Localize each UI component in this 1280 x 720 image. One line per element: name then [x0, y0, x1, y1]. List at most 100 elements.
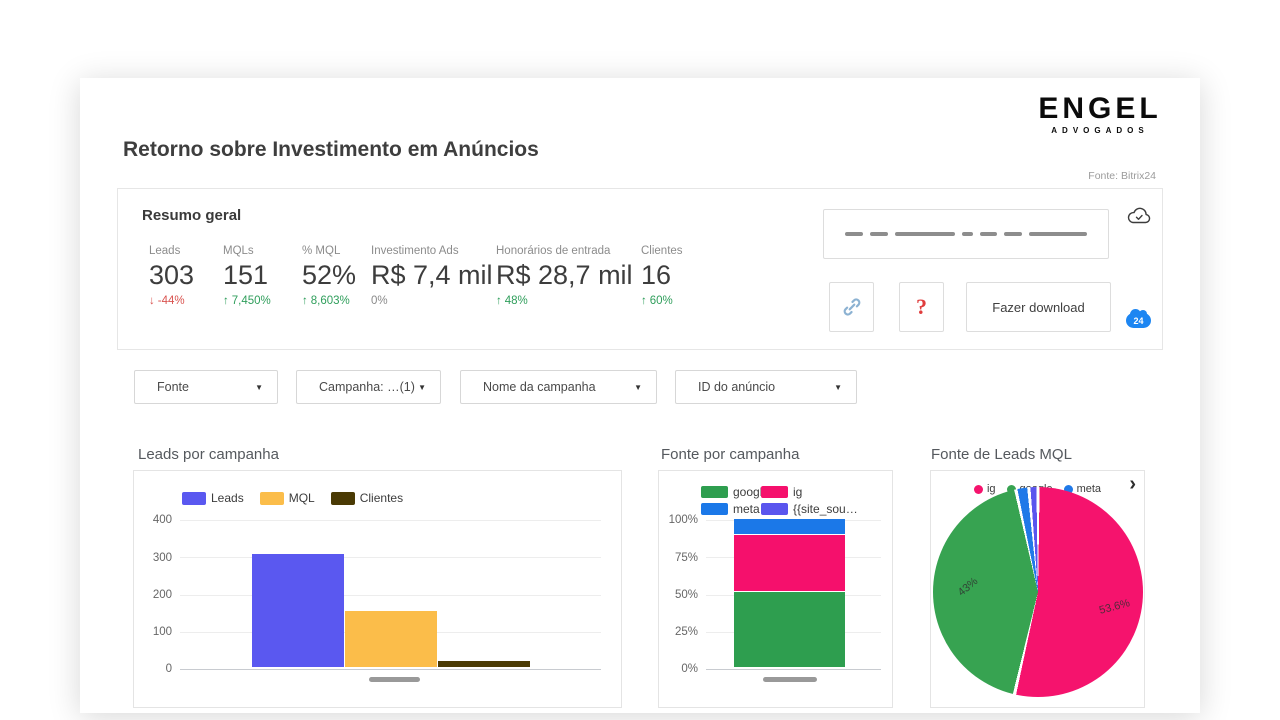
kpi-label: Clientes: [641, 245, 683, 257]
bitrix24-badge: 24: [1126, 309, 1151, 328]
legend-swatch: [330, 491, 355, 505]
y-tick-label: 50%: [674, 588, 698, 601]
filter-nome-campanha[interactable]: Nome da campanha ▼: [460, 370, 657, 404]
page-title: Retorno sobre Investimento em Anúncios: [123, 138, 539, 161]
x-axis-line: [706, 669, 881, 670]
arrow-up-icon: ↑: [302, 295, 308, 307]
redacted-dash: [1004, 232, 1022, 236]
gridline: [180, 594, 601, 596]
segment-meta: [734, 518, 845, 535]
kpi-value: 16: [641, 260, 672, 290]
bar-clientes: [438, 661, 530, 667]
chart-title-fonte: Fonte por campanha: [661, 446, 800, 463]
kpi-delta: ↑ 60%: [641, 295, 673, 307]
redacted-dash: [870, 232, 888, 236]
logo-text: ENGEL: [1038, 92, 1162, 125]
y-tick-label: 100: [152, 626, 172, 638]
y-tick-label: 400: [152, 514, 172, 526]
bar-leads: [252, 554, 344, 667]
y-tick-label: 200: [152, 588, 172, 601]
dashboard-card: ENGEL ADVOGADOS Retorno sobre Investimen…: [80, 78, 1200, 713]
redacted-x-label: [369, 677, 420, 682]
kpi-label: Honorários de entrada: [496, 245, 611, 257]
chevron-down-icon: ▼: [634, 382, 642, 392]
kpi-clientes: Clientes 16 ↑ 60%: [641, 245, 683, 307]
filter-id-anuncio[interactable]: ID do anúncio ▼: [675, 370, 857, 404]
link-icon: [843, 298, 860, 316]
legend-dot: [973, 484, 983, 494]
legend-item: google: [701, 485, 769, 499]
legend-swatch: [761, 486, 788, 498]
company-logo: ENGEL ADVOGADOS: [1035, 92, 1165, 136]
kpi-value: R$ 28,7 mil: [496, 260, 633, 290]
summary-panel: Resumo geral Leads 303 ↓ -44% MQLs 151 ↑…: [117, 188, 1163, 350]
segment-ig: [734, 534, 845, 591]
legend-item: ig: [973, 483, 996, 495]
kpi-value: 151: [223, 260, 269, 290]
arrow-up-icon: ↑: [496, 295, 502, 307]
kpi-honorarios: Honorários de entrada R$ 28,7 mil ↑ 48%: [496, 245, 633, 307]
arrow-down-icon: ↓: [149, 295, 155, 307]
legend-item: meta: [701, 502, 760, 516]
copy-link-button[interactable]: [829, 282, 874, 332]
y-tick-label: 25%: [674, 626, 698, 638]
kpi-value: R$ 7,4 mil: [371, 260, 493, 290]
legend-dot: [1063, 484, 1073, 494]
legend-item: meta: [1063, 483, 1101, 495]
kpi-label: MQLs: [223, 245, 254, 257]
logo-subtext: ADVOGADOS: [1051, 126, 1149, 135]
y-tick-label: 100%: [668, 514, 698, 526]
legend-next-chevron[interactable]: ›: [1129, 473, 1136, 495]
legend-item: ig: [761, 485, 802, 499]
legend-item: Leads: [182, 491, 244, 505]
chart-title-leads: Leads por campanha: [138, 446, 279, 463]
stacked-chart-panel: google ig meta {{site_sou… 100% 75% 50% …: [658, 470, 893, 708]
legend-swatch: [761, 503, 788, 515]
download-button[interactable]: Fazer download: [966, 282, 1111, 332]
kpi-delta: ↑ 48%: [496, 295, 528, 307]
legend-item: Clientes: [330, 491, 403, 505]
kpi-delta: ↑ 8,603%: [302, 295, 350, 307]
bar-mql: [345, 610, 437, 667]
arrow-up-icon: ↑: [223, 295, 229, 307]
redacted-text-box: [823, 209, 1109, 259]
arrow-up-icon: ↑: [641, 295, 647, 307]
kpi-pct-mql: % MQL 52% ↑ 8,603%: [302, 245, 356, 307]
redacted-x-label: [763, 677, 817, 682]
help-button[interactable]: ?: [899, 282, 944, 332]
legend-swatch: [701, 503, 728, 515]
legend-swatch: [182, 491, 206, 505]
y-tick-label: 300: [152, 551, 172, 564]
kpi-value: 303: [149, 260, 195, 290]
kpi-leads: Leads 303 ↓ -44%: [149, 245, 194, 307]
kpi-label: Investimento Ads: [371, 245, 459, 257]
legend-item: MQL: [259, 491, 315, 505]
summary-title: Resumo geral: [142, 207, 242, 224]
data-source-note: Fonte: Bitrix24: [1088, 170, 1156, 182]
legend-swatch: [259, 491, 284, 505]
filter-fonte[interactable]: Fonte ▼: [134, 370, 278, 404]
y-tick-label: 0%: [681, 663, 698, 675]
cloud-check-icon: [1127, 207, 1151, 224]
gridline: [180, 557, 601, 559]
kpi-mqls: MQLs 151 ↑ 7,450%: [223, 245, 271, 307]
legend-swatch: [701, 486, 728, 498]
kpi-delta: ↓ -44%: [149, 295, 185, 307]
pie: [933, 487, 1143, 697]
filter-campanha[interactable]: Campanha: …(1) ▼: [296, 370, 441, 404]
bar-chart-panel: Leads MQL Clientes 400 300 200 100 0: [133, 470, 622, 708]
y-tick-label: 0: [165, 663, 172, 675]
chart-legend: Leads MQL Clientes: [182, 491, 403, 505]
kpi-delta: ↑ 7,450%: [223, 295, 271, 307]
kpi-label: % MQL: [302, 245, 341, 257]
kpi-delta: 0%: [371, 295, 388, 307]
x-axis-line: [180, 669, 601, 670]
legend-item: {{site_sou…: [761, 502, 858, 516]
redacted-dash: [845, 232, 863, 236]
chevron-down-icon: ▼: [418, 382, 426, 392]
redacted-dash: [980, 232, 997, 236]
chevron-down-icon: ▼: [255, 382, 263, 392]
redacted-dash: [1029, 232, 1087, 236]
pie-chart-panel: › ig google meta 43% 53.6%: [930, 470, 1145, 708]
y-tick-label: 75%: [674, 551, 698, 564]
